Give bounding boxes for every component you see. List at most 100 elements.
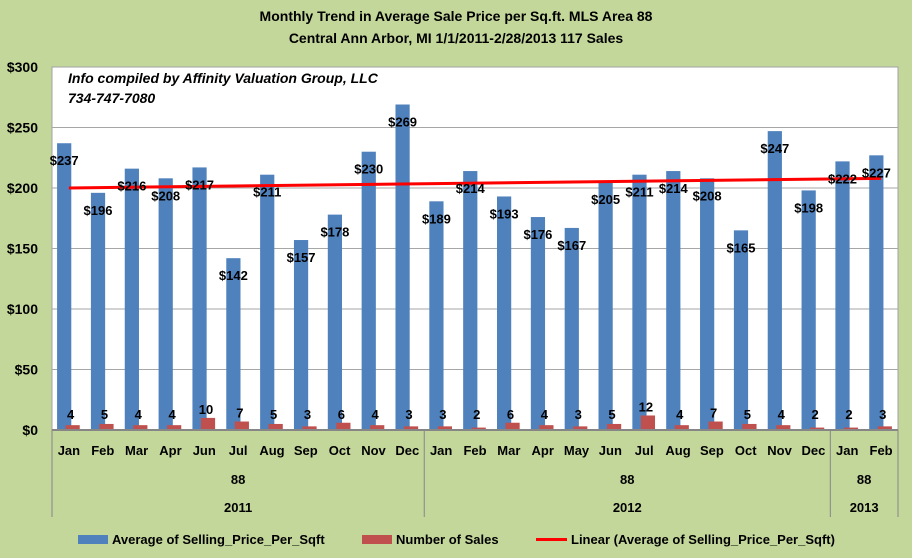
bar-num-sales: [539, 425, 554, 430]
x-tick-label: Mar: [497, 443, 520, 458]
group-area-label: 88: [231, 472, 245, 487]
data-label-num-sales: 3: [304, 407, 311, 422]
data-label-avg-price: $165: [727, 240, 756, 255]
bar-num-sales: [268, 423, 283, 430]
x-tick-label: Dec: [801, 443, 825, 458]
x-tick-label: Feb: [463, 443, 486, 458]
bar-num-sales: [200, 417, 216, 430]
bar-avg-price: [192, 167, 207, 430]
x-tick-label: Dec: [395, 443, 419, 458]
data-label-avg-price: $196: [84, 203, 113, 218]
bar-avg-price: [700, 178, 715, 430]
info-line-1: Info compiled by Affinity Valuation Grou…: [68, 70, 378, 86]
data-label-num-sales: 2: [473, 407, 480, 422]
y-tick-label: $250: [7, 120, 38, 136]
bar-num-sales: [133, 425, 148, 430]
legend-label-trendline: Linear (Average of Selling_Price_Per_Sqf…: [571, 532, 835, 547]
data-label-avg-price: $237: [50, 153, 79, 168]
group-year-label: 2012: [613, 500, 642, 515]
data-label-num-sales: 6: [338, 407, 345, 422]
x-tick-label: Sep: [700, 443, 724, 458]
bar-avg-price: [395, 104, 410, 430]
x-tick-label: Oct: [735, 443, 757, 458]
bar-num-sales: [471, 427, 486, 430]
x-tick-label: Aug: [259, 443, 284, 458]
bar-avg-price: [767, 131, 782, 430]
x-tick-label: Jan: [836, 443, 858, 458]
bar-num-sales: [640, 415, 656, 430]
data-label-avg-price: $216: [117, 179, 146, 194]
legend-item-trendline: Linear (Average of Selling_Price_Per_Sqf…: [536, 532, 835, 547]
data-label-avg-price: $178: [320, 225, 349, 240]
data-label-num-sales: 4: [67, 407, 75, 422]
bar-avg-price: [530, 217, 546, 430]
x-tick-label: Jul: [635, 443, 654, 458]
group-area-label: 88: [857, 472, 871, 487]
data-label-num-sales: 5: [744, 407, 751, 422]
bar-avg-price: [733, 230, 749, 430]
legend-swatch-num-sales: [362, 535, 392, 544]
legend-label-avg-price: Average of Selling_Price_Per_Sqft: [112, 532, 325, 547]
bar-avg-price: [226, 258, 241, 430]
data-label-num-sales: 5: [270, 407, 277, 422]
x-tick-label: Jan: [430, 443, 452, 458]
bar-avg-price: [158, 178, 173, 430]
data-label-num-sales: 5: [101, 407, 108, 422]
data-label-avg-price: $167: [557, 238, 586, 253]
bar-num-sales: [810, 427, 825, 430]
bar-num-sales: [403, 426, 419, 430]
data-label-num-sales: 3: [405, 407, 412, 422]
data-label-num-sales: 2: [811, 407, 818, 422]
legend-label-num-sales: Number of Sales: [396, 532, 499, 547]
legend-item-num-sales: Number of Sales: [362, 532, 499, 547]
data-label-num-sales: 4: [135, 407, 143, 422]
data-label-avg-price: $247: [760, 141, 789, 156]
bar-avg-price: [124, 168, 139, 430]
bar-num-sales: [99, 423, 114, 430]
data-label-avg-price: $211: [253, 185, 281, 200]
bar-avg-price: [801, 190, 816, 430]
data-label-avg-price: $211: [625, 185, 653, 200]
data-label-num-sales: 10: [199, 402, 213, 417]
x-tick-label: Feb: [91, 443, 114, 458]
group-year-label: 2011: [224, 500, 252, 515]
bar-num-sales: [167, 425, 182, 430]
chart-subtitle: Central Ann Arbor, MI 1/1/2011-2/28/2013…: [288, 30, 624, 46]
y-tick-label: $100: [7, 301, 38, 317]
x-tick-label: Jun: [193, 443, 216, 458]
x-tick-label: Sep: [294, 443, 318, 458]
data-label-avg-price: $227: [862, 165, 891, 180]
group-area-label: 88: [620, 472, 634, 487]
bar-num-sales: [674, 425, 689, 430]
data-label-avg-price: $208: [693, 188, 722, 203]
legend-swatch-avg-price: [78, 535, 108, 544]
bar-num-sales: [742, 423, 757, 430]
data-label-num-sales: 5: [608, 407, 615, 422]
bar-avg-price: [327, 214, 343, 430]
bar-num-sales: [234, 421, 249, 430]
data-label-num-sales: 4: [169, 407, 177, 422]
data-label-num-sales: 6: [507, 407, 514, 422]
x-tick-label: Mar: [125, 443, 148, 458]
bar-avg-price: [361, 151, 376, 430]
x-tick-label: Apr: [159, 443, 181, 458]
data-label-num-sales: 4: [372, 407, 380, 422]
bar-avg-price: [666, 171, 681, 430]
data-label-avg-price: $142: [219, 268, 248, 283]
bar-num-sales: [370, 425, 385, 430]
bar-avg-price: [429, 201, 444, 430]
x-tick-label: Jun: [599, 443, 622, 458]
group-year-label: 2013: [850, 500, 879, 515]
x-tick-label: Jul: [229, 443, 248, 458]
data-label-num-sales: 3: [575, 407, 582, 422]
data-label-num-sales: 4: [676, 407, 684, 422]
bar-avg-price: [260, 174, 275, 430]
bar-num-sales: [776, 425, 791, 430]
data-label-num-sales: 4: [541, 407, 549, 422]
x-tick-label: Nov: [361, 443, 386, 458]
bar-avg-price: [598, 181, 613, 430]
bar-avg-price: [90, 192, 106, 430]
data-label-avg-price: $205: [591, 192, 620, 207]
x-tick-label: Nov: [767, 443, 792, 458]
